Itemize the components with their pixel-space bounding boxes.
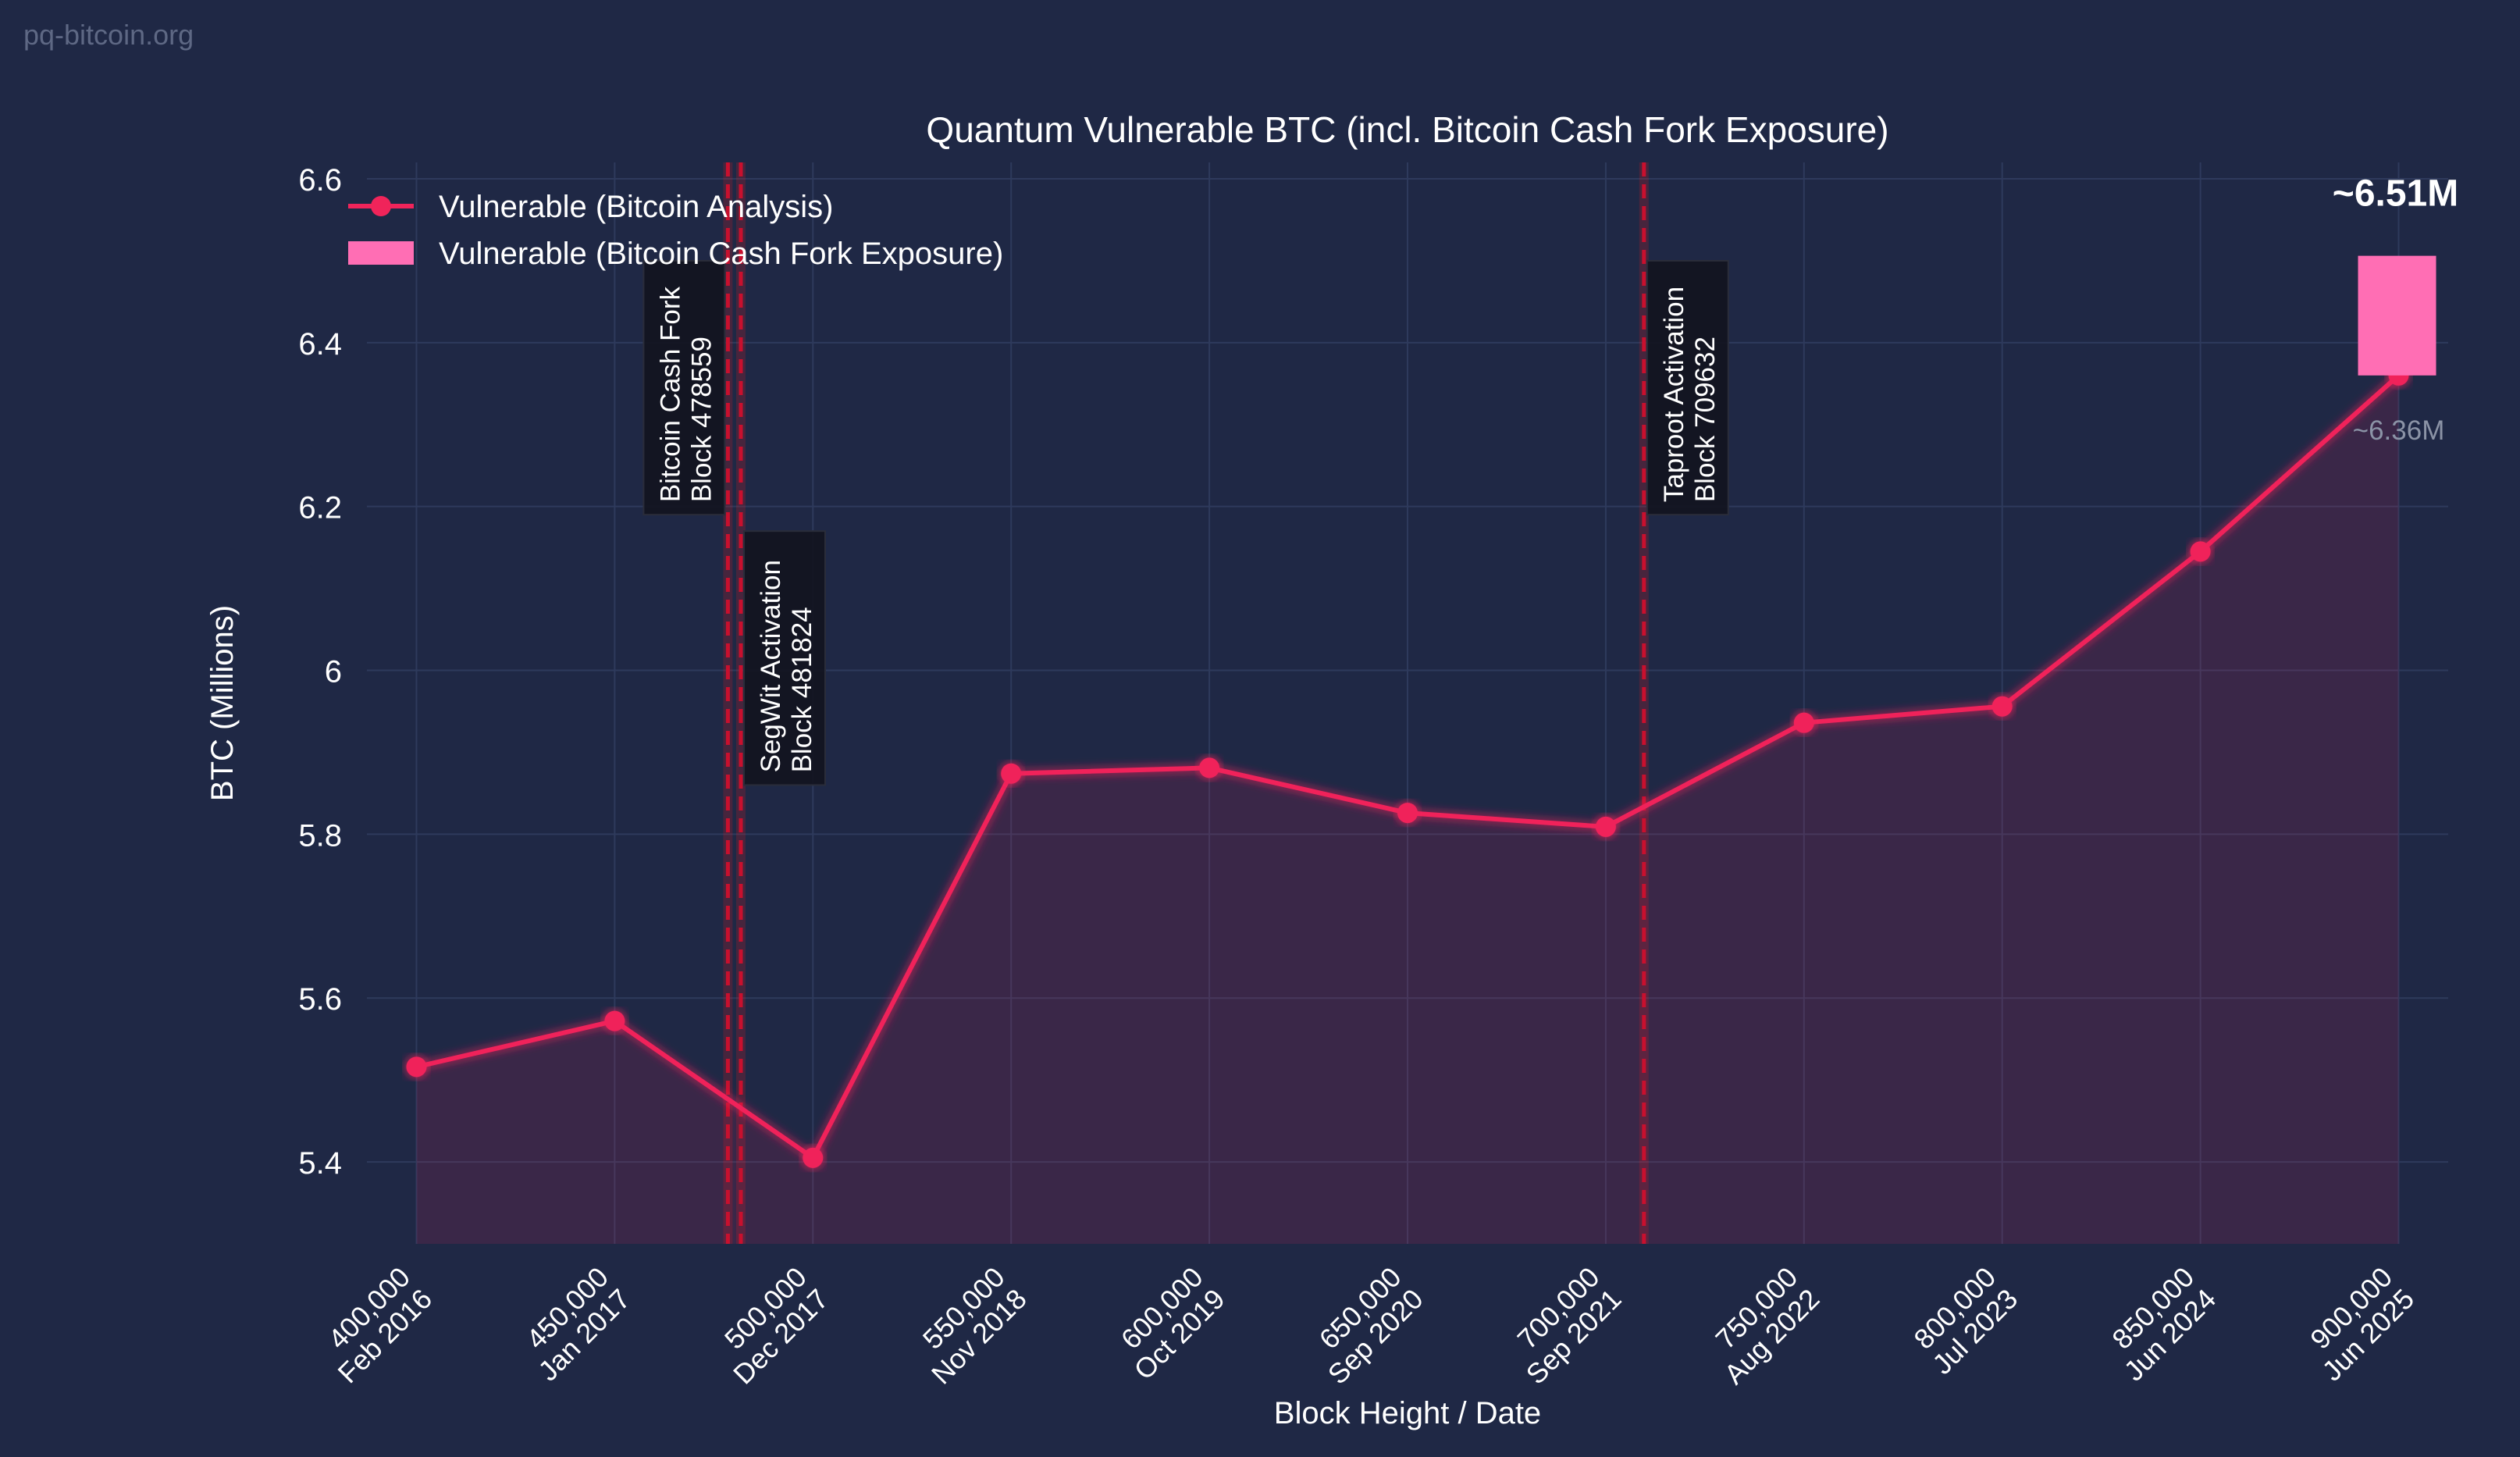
x-axis-label: Block Height / Date xyxy=(1274,1396,1541,1430)
y-tick-label: 5.8 xyxy=(298,818,342,853)
series-area-fill xyxy=(416,375,2399,1245)
y-axis-label: BTC (Millions) xyxy=(205,605,240,801)
data-point xyxy=(1991,696,2013,717)
event-label-name: Taproot Activation xyxy=(1659,287,1689,502)
y-tick-label: 6.6 xyxy=(298,163,342,198)
event-lines: Bitcoin Cash Fork Block 478559 SegWit Acti… xyxy=(642,162,1729,1244)
event-label-block: Block 478559 xyxy=(686,337,717,502)
legend-bar-swatch xyxy=(348,241,414,265)
event-label-name: SegWit Activation xyxy=(756,560,786,772)
data-point xyxy=(803,1147,824,1168)
event-label-box xyxy=(742,530,826,786)
y-tick-label: 6.2 xyxy=(298,491,342,525)
annotation-total: ~6.51M xyxy=(2333,173,2458,215)
data-point xyxy=(1001,763,1022,784)
y-tick-label: 5.4 xyxy=(298,1146,342,1181)
y-tick-label: 6 xyxy=(325,655,342,689)
legend-label-bar: Vulnerable (Bitcoin Cash Fork Exposure) xyxy=(439,237,1003,271)
data-point xyxy=(1199,757,1220,778)
data-point xyxy=(2190,541,2211,562)
data-point xyxy=(604,1010,625,1031)
legend: Vulnerable (Bitcoin Analysis) Vulnerable … xyxy=(348,190,1003,271)
event-label-box xyxy=(1646,259,1729,516)
event-label-block: Block 709632 xyxy=(1690,337,1721,502)
y-tick-label: 5.6 xyxy=(298,982,342,1017)
data-point xyxy=(1595,816,1616,837)
data-point xyxy=(406,1056,427,1078)
chart-title: Quantum Vulnerable BTC (incl. Bitcoin Ca… xyxy=(926,109,1888,150)
y-tick-label: 6.4 xyxy=(298,327,342,362)
annotation-base: ~6.36M xyxy=(2353,415,2445,446)
fork-exposure-bar xyxy=(2358,255,2436,376)
data-point xyxy=(1793,712,1814,733)
data-point xyxy=(1397,803,1418,824)
event-label-name: Bitcoin Cash Fork xyxy=(655,286,685,502)
legend-label-series: Vulnerable (Bitcoin Analysis) xyxy=(439,190,833,224)
watermark: pq-bitcoin.org xyxy=(23,19,194,51)
event-label-block: Block 481824 xyxy=(787,607,817,772)
legend-marker xyxy=(371,196,391,216)
event-label-box xyxy=(642,259,726,516)
area-fill xyxy=(416,375,2399,1245)
bar-layer xyxy=(2358,255,2436,376)
annotations: ~6.51M ~6.36M xyxy=(2333,173,2458,446)
